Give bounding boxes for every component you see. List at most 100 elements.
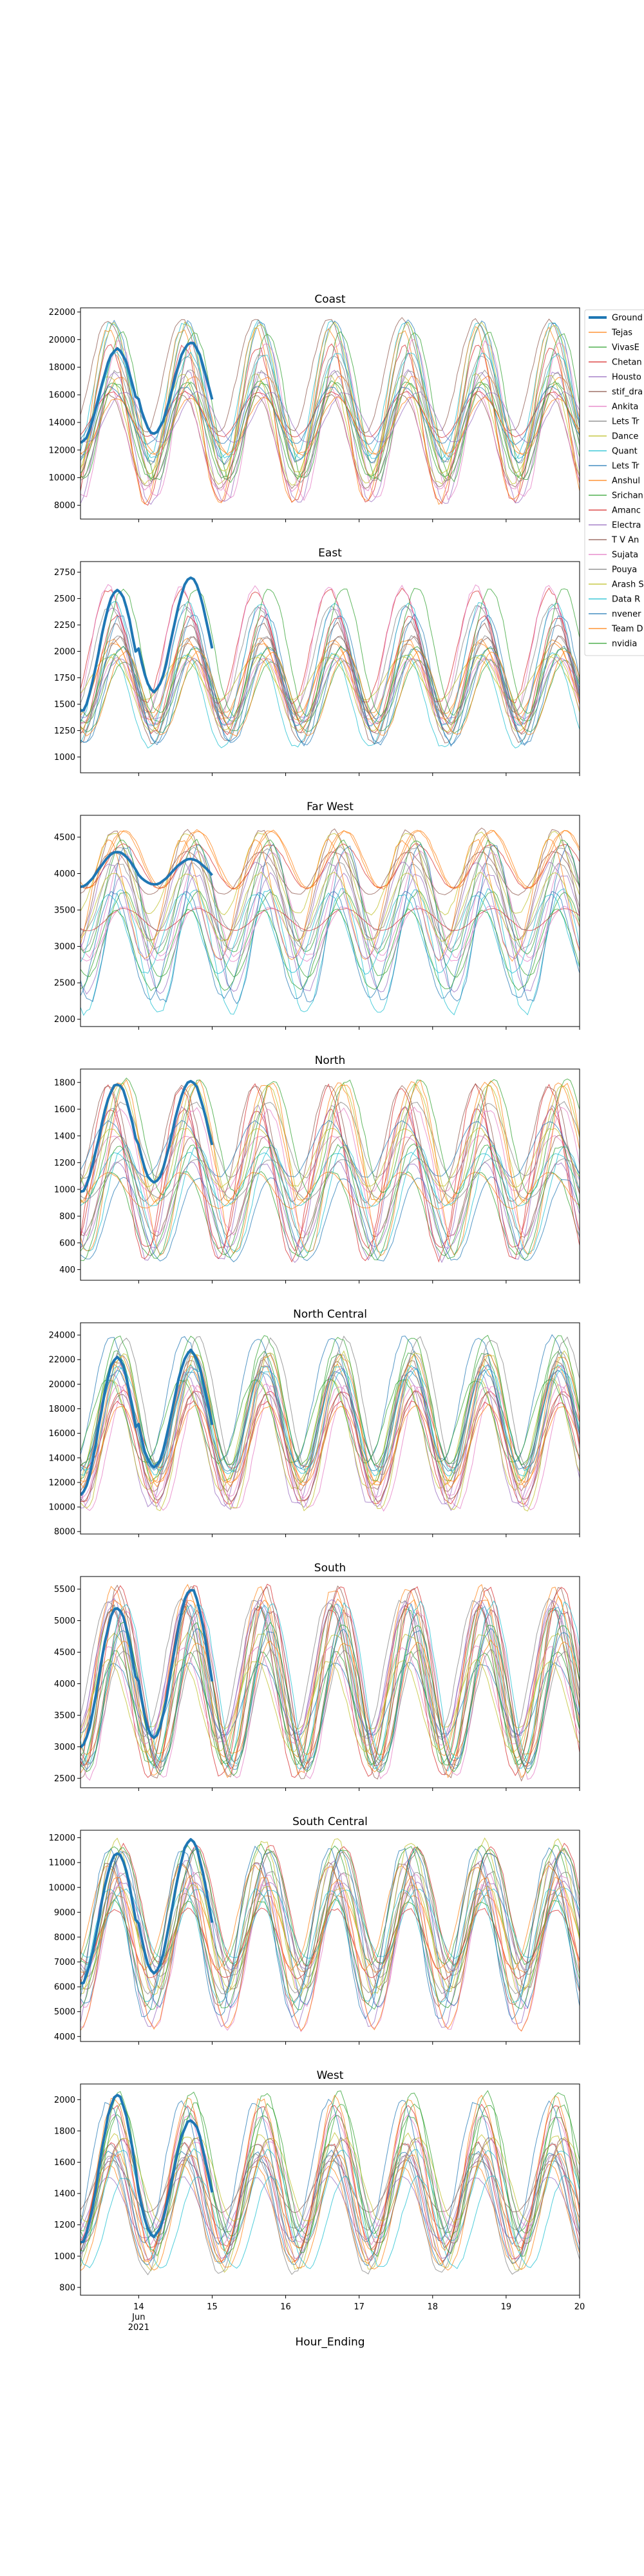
y-tick-label: 12000 (49, 1833, 75, 1843)
panel-title: Far West (307, 800, 354, 813)
legend-label: Electra (612, 521, 641, 531)
panel-title: South (314, 1562, 346, 1575)
x-tick-label: 18 (428, 2302, 439, 2312)
panel-title: West (317, 2069, 344, 2082)
x-tick-sublabel: Jun (131, 2313, 145, 2322)
y-tick-label: 3000 (54, 1743, 75, 1752)
panel-west: West 800 1000 1200 1400 1600 1800 2000 (54, 2069, 580, 2298)
forecast-line (80, 891, 580, 1000)
forecast-line (80, 369, 580, 483)
y-tick-label: 9000 (54, 1908, 75, 1918)
y-tick-label: 1400 (54, 1132, 75, 1141)
series-group (80, 2090, 580, 2275)
forecast-line (80, 846, 580, 933)
forecast-line (80, 1884, 580, 1991)
forecast-line (80, 872, 580, 995)
y-tick-label: 2000 (54, 2096, 75, 2105)
forecast-line (80, 1597, 580, 1738)
forecast-line (80, 373, 580, 486)
forecast-line (80, 339, 580, 502)
forecast-line (80, 838, 580, 962)
forecast-line (80, 829, 580, 890)
forecast-line (80, 1622, 580, 1776)
forecast-line (80, 1848, 580, 1991)
forecast-line (80, 843, 580, 890)
y-tick-label: 1000 (54, 2252, 75, 2262)
forecast-line (80, 1353, 580, 1489)
ground-truth-line (80, 1838, 214, 1985)
y-tick-label: 12000 (49, 446, 75, 455)
forecast-line (80, 605, 580, 727)
legend-label: nvener (612, 610, 641, 620)
y-tick-label: 3500 (54, 906, 75, 916)
forecast-line (80, 1404, 580, 1484)
legend-label: Data R (612, 595, 640, 605)
panel-title: North Central (293, 1308, 367, 1321)
forecast-line (80, 1848, 580, 2009)
y-tick-label: 12000 (49, 1478, 75, 1488)
y-tick-label: 5000 (54, 2007, 75, 2017)
forecast-line (80, 319, 580, 465)
legend-label: Ground (612, 314, 643, 323)
forecast-line (80, 1846, 580, 1967)
forecast-line (80, 635, 580, 735)
forecast-line (80, 1595, 580, 1779)
ground-truth-line (80, 1349, 214, 1497)
forecast-line (80, 380, 580, 480)
x-tick-label: 20 (574, 2302, 585, 2312)
y-tick-label: 16000 (49, 391, 75, 401)
forecast-line (80, 1350, 580, 1511)
forecast-line (80, 1383, 580, 1499)
legend: Ground Tejas VivasE Chetan Housto stif_dra Ank… (584, 309, 644, 656)
forecast-line (80, 1120, 580, 1179)
forecast-line (80, 1101, 580, 1179)
forecast-line (80, 1600, 580, 1765)
y-tick-label: 11000 (49, 1859, 75, 1868)
x-tick-label: 15 (207, 2302, 218, 2312)
legend-label: T V An (611, 536, 639, 545)
y-tick-label: 8000 (54, 501, 75, 511)
panel-coast: Coast 8000 10000 12000 14000 16000 18000 20000 2… (49, 293, 580, 522)
y-tick-label: 1800 (54, 1078, 75, 1088)
y-tick-label: 1600 (54, 1105, 75, 1115)
forecast-line (80, 319, 580, 460)
forecast-line (80, 652, 580, 749)
forecast-line (80, 828, 580, 942)
forecast-line (80, 2090, 580, 2257)
forecast-line (80, 1607, 580, 1765)
panel-title: North (315, 1054, 346, 1067)
y-tick-label: 1800 (54, 2126, 75, 2136)
y-tick-label: 2250 (54, 621, 75, 630)
y-tick-label: 10000 (49, 1883, 75, 1893)
forecast-line (80, 892, 580, 975)
forecast-line (80, 1077, 580, 1197)
y-tick-label: 8000 (54, 1933, 75, 1942)
y-tick-label: 5000 (54, 1616, 75, 1626)
forecast-line (80, 351, 580, 460)
forecast-line (80, 2152, 580, 2261)
forecast-line (80, 838, 580, 955)
forecast-line (80, 1908, 580, 1980)
forecast-line (80, 390, 580, 444)
forecast-line (80, 1899, 580, 2011)
axes-frame (80, 1830, 580, 2042)
y-tick-label: 800 (59, 2283, 75, 2293)
forecast-line (80, 601, 580, 727)
forecast-line (80, 636, 580, 726)
forecast-line (80, 1334, 580, 1464)
series-group (80, 1077, 580, 1264)
forecast-line (80, 1837, 580, 1998)
legend-label: nvidia (612, 639, 637, 649)
axes-frame (80, 815, 580, 1027)
forecast-line (80, 1598, 580, 1740)
legend-label: Ankita (612, 402, 638, 412)
forecast-line (80, 1334, 580, 1466)
y-tick-label: 2000 (54, 647, 75, 657)
ground-truth-line (80, 1589, 214, 1748)
forecast-line (80, 1158, 580, 1200)
forecast-line (80, 396, 580, 455)
ground-truth-line (80, 851, 213, 888)
y-tick-label: 4000 (54, 2032, 75, 2042)
series-group (80, 828, 580, 1016)
forecast-line (80, 2142, 580, 2231)
